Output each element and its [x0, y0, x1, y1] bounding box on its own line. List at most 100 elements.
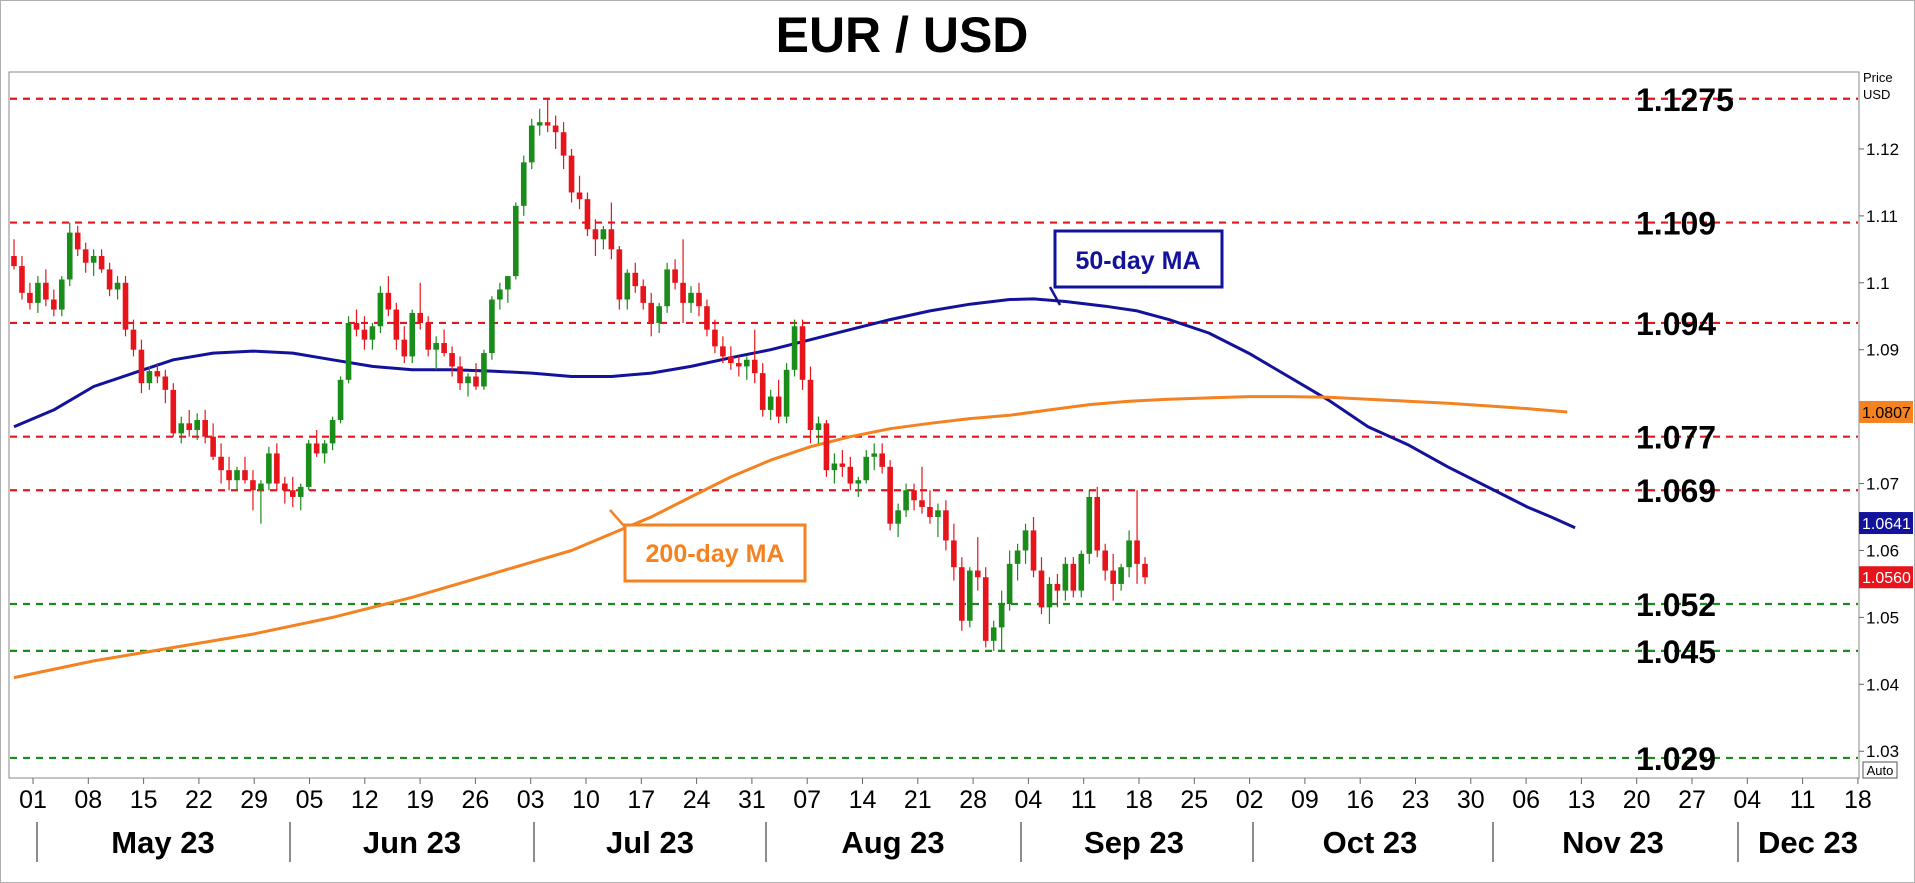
candle	[226, 456, 232, 491]
candle	[839, 450, 846, 477]
x-tick-label: 01	[19, 786, 47, 814]
candle-body	[815, 423, 822, 431]
candle	[783, 363, 790, 424]
candle	[863, 450, 870, 484]
candle	[473, 363, 479, 390]
candle	[266, 446, 272, 491]
ma200-annotation-label: 200-day MA	[646, 540, 785, 568]
x-tick-label: 13	[1567, 786, 1595, 814]
candle	[369, 322, 376, 350]
candle-body	[751, 359, 758, 374]
candle-body	[74, 232, 81, 250]
candle	[1022, 523, 1029, 564]
candle-body	[807, 379, 814, 431]
candle	[608, 202, 615, 260]
candle-body	[1126, 540, 1132, 568]
candle-body	[982, 577, 989, 641]
candle	[441, 329, 447, 357]
candle	[74, 225, 81, 257]
candle	[1142, 557, 1148, 584]
candle	[27, 282, 33, 310]
candle	[903, 483, 909, 518]
x-tick-label: 04	[1733, 786, 1761, 814]
candle-body	[393, 309, 400, 340]
y-tick-label: 1.09	[1866, 341, 1899, 360]
candle-body	[43, 282, 49, 300]
candle	[1054, 573, 1061, 608]
candle	[568, 148, 575, 203]
candle-body	[951, 540, 957, 568]
month-label: Jul 23	[606, 825, 694, 860]
candle	[162, 369, 169, 404]
y-axis-caption-price: Price	[1863, 70, 1893, 85]
candle-body	[1022, 530, 1029, 551]
candle	[51, 289, 57, 317]
candle	[297, 483, 304, 511]
candle-body	[911, 490, 917, 501]
price-badge-label: 1.0641	[1862, 516, 1911, 533]
candle-body	[528, 125, 535, 163]
candle-body	[130, 329, 137, 350]
candle	[895, 503, 901, 538]
candle-body	[401, 339, 408, 357]
x-tick-label: 19	[406, 786, 434, 814]
candle-body	[1086, 496, 1093, 554]
auto-scale-button-frame[interactable]	[1862, 761, 1898, 779]
candle	[791, 319, 798, 377]
x-tick-label: 29	[240, 786, 268, 814]
candle-body	[289, 490, 296, 497]
candle	[751, 329, 758, 384]
candle-body	[935, 510, 941, 518]
candle-body	[1046, 583, 1053, 608]
x-tick-label: 11	[1790, 786, 1816, 814]
candle	[743, 356, 750, 380]
price-badge-label: 1.0560	[1862, 570, 1911, 587]
candle	[409, 309, 416, 364]
candle	[1070, 557, 1077, 598]
candle-body	[1006, 563, 1013, 605]
candle-body	[266, 453, 272, 484]
x-tick-label: 27	[1678, 786, 1706, 814]
candle-body	[967, 570, 973, 621]
x-tick-label: 12	[351, 786, 379, 814]
y-tick-label: 1.03	[1866, 742, 1899, 761]
candle	[624, 269, 631, 310]
candle	[1062, 557, 1069, 601]
candle-body	[879, 453, 885, 467]
candle-body	[154, 371, 161, 377]
y-tick-label: 1.05	[1866, 608, 1899, 627]
candle-body	[409, 312, 416, 357]
month-label: Jun 23	[363, 825, 461, 860]
price-badge: 1.0807	[1859, 400, 1913, 423]
candle	[967, 567, 973, 628]
candle-body	[433, 343, 439, 350]
x-tick-label: 20	[1623, 786, 1651, 814]
x-tick-label: 07	[793, 786, 821, 814]
x-tick-label: 17	[627, 786, 655, 814]
candle	[807, 366, 814, 444]
candle	[767, 389, 774, 420]
x-tick-label: 04	[1014, 786, 1042, 814]
candle	[1118, 563, 1124, 591]
candle	[1134, 490, 1140, 584]
candle	[202, 409, 208, 444]
candle	[927, 490, 933, 524]
candle-body	[1102, 550, 1109, 571]
candle	[712, 319, 718, 354]
ma50-annotation: 50-day MA	[1048, 229, 1224, 306]
candle-body	[481, 353, 487, 387]
auto-scale-button-label[interactable]: Auto	[1867, 763, 1894, 778]
candle	[329, 416, 336, 451]
candle-body	[903, 490, 909, 511]
candle-body	[1070, 563, 1077, 591]
candle	[289, 476, 296, 507]
auto-scale-button[interactable]: Auto	[1862, 761, 1898, 779]
candle-body	[743, 359, 750, 367]
y-tick-label: 1.12	[1866, 140, 1899, 159]
candle	[911, 483, 917, 511]
x-axis: 01 08 15 22 29 05 12 19 26 03 10 17 24 31 07 14 21 28 04 11…	[9, 777, 1872, 862]
candle-body	[791, 326, 798, 370]
candle	[178, 416, 185, 444]
candle-body	[305, 443, 312, 487]
candle-body	[855, 480, 862, 484]
